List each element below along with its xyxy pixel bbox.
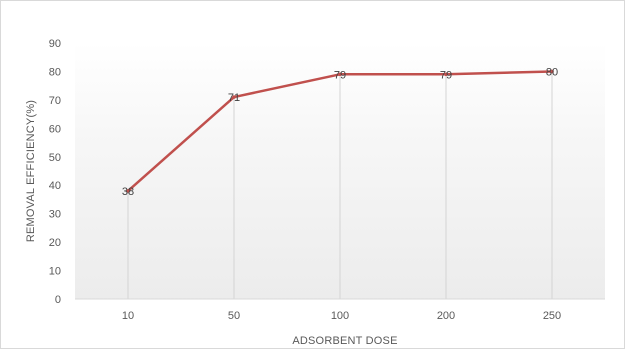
data-label-10: 38 [122,186,134,198]
y-tick-label: 40 [49,180,61,192]
y-tick-label: 70 [49,95,61,107]
y-axis-ticks: 0 10 20 30 40 50 60 70 80 90 [49,38,61,306]
x-axis-title: ADSORBENT DOSE [292,335,397,347]
x-tick-label: 10 [122,310,134,322]
data-label-250: 80 [546,66,558,78]
y-tick-label: 50 [49,152,61,164]
data-point-250 [550,69,554,74]
series-line [126,69,554,193]
x-tick-label: 50 [228,310,240,322]
y-tick-label: 20 [49,237,61,249]
grid-lines [75,73,605,300]
data-labels: 38 71 79 79 80 [122,66,558,197]
y-tick-label: 30 [49,209,61,221]
x-tick-label: 200 [437,310,455,322]
x-axis-ticks: 10 50 100 200 250 [122,310,561,322]
y-tick-label: 80 [49,66,61,78]
data-point-100 [338,72,342,77]
y-tick-label: 90 [49,38,61,50]
data-point-200 [444,72,448,77]
data-point-10 [126,189,130,193]
y-tick-label: 60 [49,123,61,135]
data-point-50 [232,95,236,99]
data-label-50: 71 [228,92,240,104]
data-label-200: 79 [440,69,452,81]
data-label-100: 79 [334,69,346,81]
x-tick-label: 100 [331,310,349,322]
x-tick-label: 250 [543,310,561,322]
y-tick-label: 0 [55,294,61,306]
y-axis-title: REMOVAL EFFICIENCY(%) [25,100,37,242]
y-tick-label: 10 [49,266,61,278]
